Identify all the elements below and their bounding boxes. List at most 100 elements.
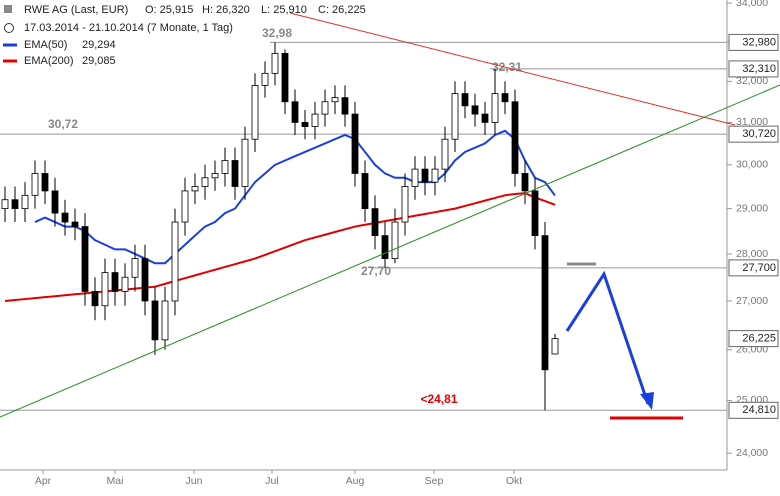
candle-body (511, 101, 519, 174)
candle-body (551, 338, 559, 355)
legend-label: EMA(50) (24, 39, 67, 51)
x-tick-label: Aug (346, 475, 365, 487)
candle-body (31, 173, 39, 196)
y-tick-label: 29,000 (736, 202, 768, 214)
arrow-head (640, 392, 654, 410)
level-label: 24,810 (742, 404, 776, 416)
candle-body (281, 53, 289, 103)
candle-body (21, 194, 29, 210)
candle-body (451, 93, 459, 140)
y-tick-label: 32,000 (736, 75, 768, 87)
candle-body (481, 113, 489, 123)
x-tick-label: Jul (265, 475, 278, 487)
candle-body (401, 186, 409, 223)
candle-body (521, 173, 529, 192)
y-tick-label: 31,000 (736, 116, 768, 128)
candle-body (531, 190, 539, 237)
candle-body (331, 97, 339, 103)
candle-body (431, 168, 439, 183)
candle-body (51, 190, 59, 214)
candle-body (321, 101, 329, 115)
candle-body (81, 226, 89, 292)
ohlc-low: L: 25,910 (261, 4, 307, 16)
level-note: 30,72 (48, 117, 78, 131)
resistance-trendline (289, 12, 736, 126)
level-note: <24,81 (420, 392, 457, 406)
candle-body (61, 212, 69, 223)
candle-body (191, 186, 199, 192)
ohlc-open: O: 25,915 (145, 4, 193, 16)
x-tick-label: Apr (35, 475, 52, 487)
candle-body (71, 221, 79, 227)
candle-body (91, 291, 99, 307)
x-tick-label: Sep (425, 475, 444, 487)
level-label: 32,980 (742, 36, 776, 48)
candle-body (181, 190, 189, 223)
candle-body (261, 72, 269, 86)
candle-body (161, 300, 169, 341)
candle-body (421, 168, 429, 183)
legend-label: EMA(200) (24, 55, 74, 67)
header-icon (4, 5, 12, 13)
y-tick-label: 34,000 (736, 0, 768, 9)
candle-body (491, 93, 499, 123)
candle-body (341, 97, 349, 115)
candle-body (411, 168, 419, 187)
candle-body (361, 173, 369, 210)
candle-body (101, 272, 109, 307)
level-tag (728, 259, 779, 277)
level-label: 26,225 (742, 333, 776, 345)
legend-value: 29,294 (82, 39, 116, 51)
support-trendline (0, 84, 780, 418)
candle-body (241, 138, 249, 187)
level-tag (728, 33, 779, 51)
y-tick-label: 24,000 (736, 447, 768, 459)
candle-body (111, 272, 119, 292)
candle-body (271, 53, 279, 74)
clock-icon (4, 23, 14, 33)
ema-line (34, 129, 556, 265)
candle-body (541, 235, 549, 371)
forecast-arrow (565, 270, 650, 405)
level-note: 27,70 (361, 264, 391, 278)
candle-body (221, 160, 229, 174)
candle-body (391, 221, 399, 259)
candle-body (381, 235, 389, 259)
level-tag (728, 125, 779, 143)
candle-body (301, 122, 309, 127)
level-tag (728, 330, 779, 348)
candle-body (351, 113, 359, 174)
candle-body (291, 101, 299, 123)
candle-body (151, 300, 159, 341)
candle-body (131, 258, 139, 278)
y-tick-label: 27,000 (736, 295, 768, 307)
y-tick-label: 30,000 (736, 159, 768, 171)
subtitle: 17.03.2014 - 21.10.2014 (7 Monate, 1 Tag… (24, 22, 233, 34)
level-label: 30,720 (742, 128, 776, 140)
level-label: 32,310 (742, 63, 776, 75)
candle-body (441, 138, 449, 170)
candle-body (231, 160, 239, 187)
level-label: 27,700 (742, 262, 776, 274)
candle-body (121, 276, 129, 292)
level-note: 32,98 (262, 26, 292, 40)
ohlc-close: C: 26,225 (318, 4, 366, 16)
candle-body (11, 199, 19, 210)
candle-body (311, 113, 319, 127)
candle-body (471, 105, 479, 115)
candle-body (141, 258, 149, 302)
x-tick-label: Mai (107, 475, 124, 487)
candle-body (171, 221, 179, 302)
candle-body (1, 199, 9, 210)
x-tick-label: Okt (506, 475, 522, 487)
candle-body (461, 93, 469, 107)
candle-body (251, 85, 259, 140)
level-tag (728, 60, 779, 78)
candle-body (211, 173, 219, 179)
ohlc-high: H: 26,320 (202, 4, 250, 16)
candle-body (41, 173, 49, 192)
y-tick-label: 28,000 (736, 248, 768, 260)
candle-body (501, 93, 509, 103)
